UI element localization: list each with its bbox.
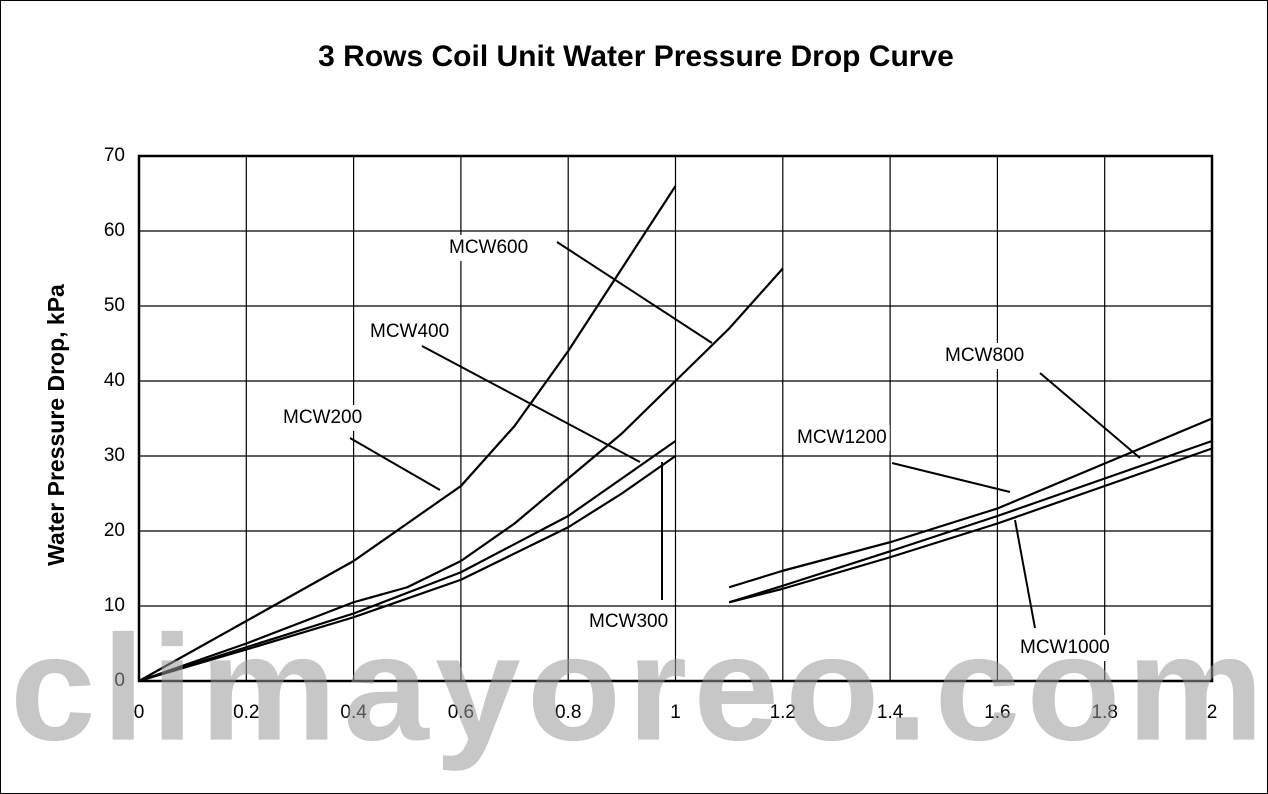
leader-line [891, 462, 1011, 493]
series-line [728, 417, 1213, 589]
y-tick-label: 40 [104, 370, 125, 391]
x-tick-label: 2 [1207, 702, 1218, 723]
series-label: MCW800 [945, 345, 1024, 366]
y-tick-label: 60 [104, 220, 125, 241]
x-tick-label: 1.8 [1091, 702, 1117, 723]
x-tick-label: 0.6 [448, 702, 474, 723]
x-tick-label: 1.4 [877, 702, 904, 723]
y-tick-label: 30 [104, 445, 125, 466]
leader-line [1014, 519, 1036, 629]
series-label: MCW1200 [797, 427, 887, 448]
series-line [138, 267, 784, 683]
label-background [280, 405, 366, 431]
y-tick-label: 20 [104, 520, 125, 541]
x-tick-label: 1.2 [770, 702, 796, 723]
series-label: MCW600 [449, 237, 528, 258]
label-background [942, 343, 1028, 369]
label-background [586, 609, 672, 635]
series-line [728, 439, 1213, 604]
series-label: MCW1000 [1020, 637, 1110, 658]
y-axis-label: Water Pressure Drop, kPa [43, 284, 69, 566]
series-line [728, 447, 1213, 604]
y-tick-label: 70 [104, 145, 125, 166]
x-tick-label: 0.8 [555, 702, 581, 723]
series-label: MCW400 [370, 321, 449, 342]
leader-line [556, 241, 713, 344]
y-tick-label: 0 [114, 670, 125, 691]
series-line [138, 440, 677, 683]
series-line [138, 455, 677, 683]
y-tick-label: 50 [104, 295, 125, 316]
label-background [1017, 635, 1113, 661]
x-tick-label: 1.6 [984, 702, 1010, 723]
chart-title: 3 Rows Coil Unit Water Pressure Drop Cur… [318, 40, 954, 73]
label-background [446, 235, 532, 261]
leader-line [349, 437, 441, 491]
watermark: climayoreo.com [10, 604, 1268, 772]
label-background [367, 319, 453, 345]
series-label: MCW300 [589, 611, 668, 632]
leader-line [1039, 372, 1141, 459]
x-tick-label: 0.2 [233, 702, 259, 723]
y-tick-label: 10 [104, 595, 125, 616]
label-background [794, 425, 890, 451]
series-line [138, 185, 677, 682]
x-tick-label: 1 [670, 702, 681, 723]
x-tick-label: 0 [134, 702, 145, 723]
series-label: MCW200 [283, 407, 362, 428]
x-tick-label: 0.4 [340, 702, 367, 723]
leader-line [421, 345, 641, 463]
